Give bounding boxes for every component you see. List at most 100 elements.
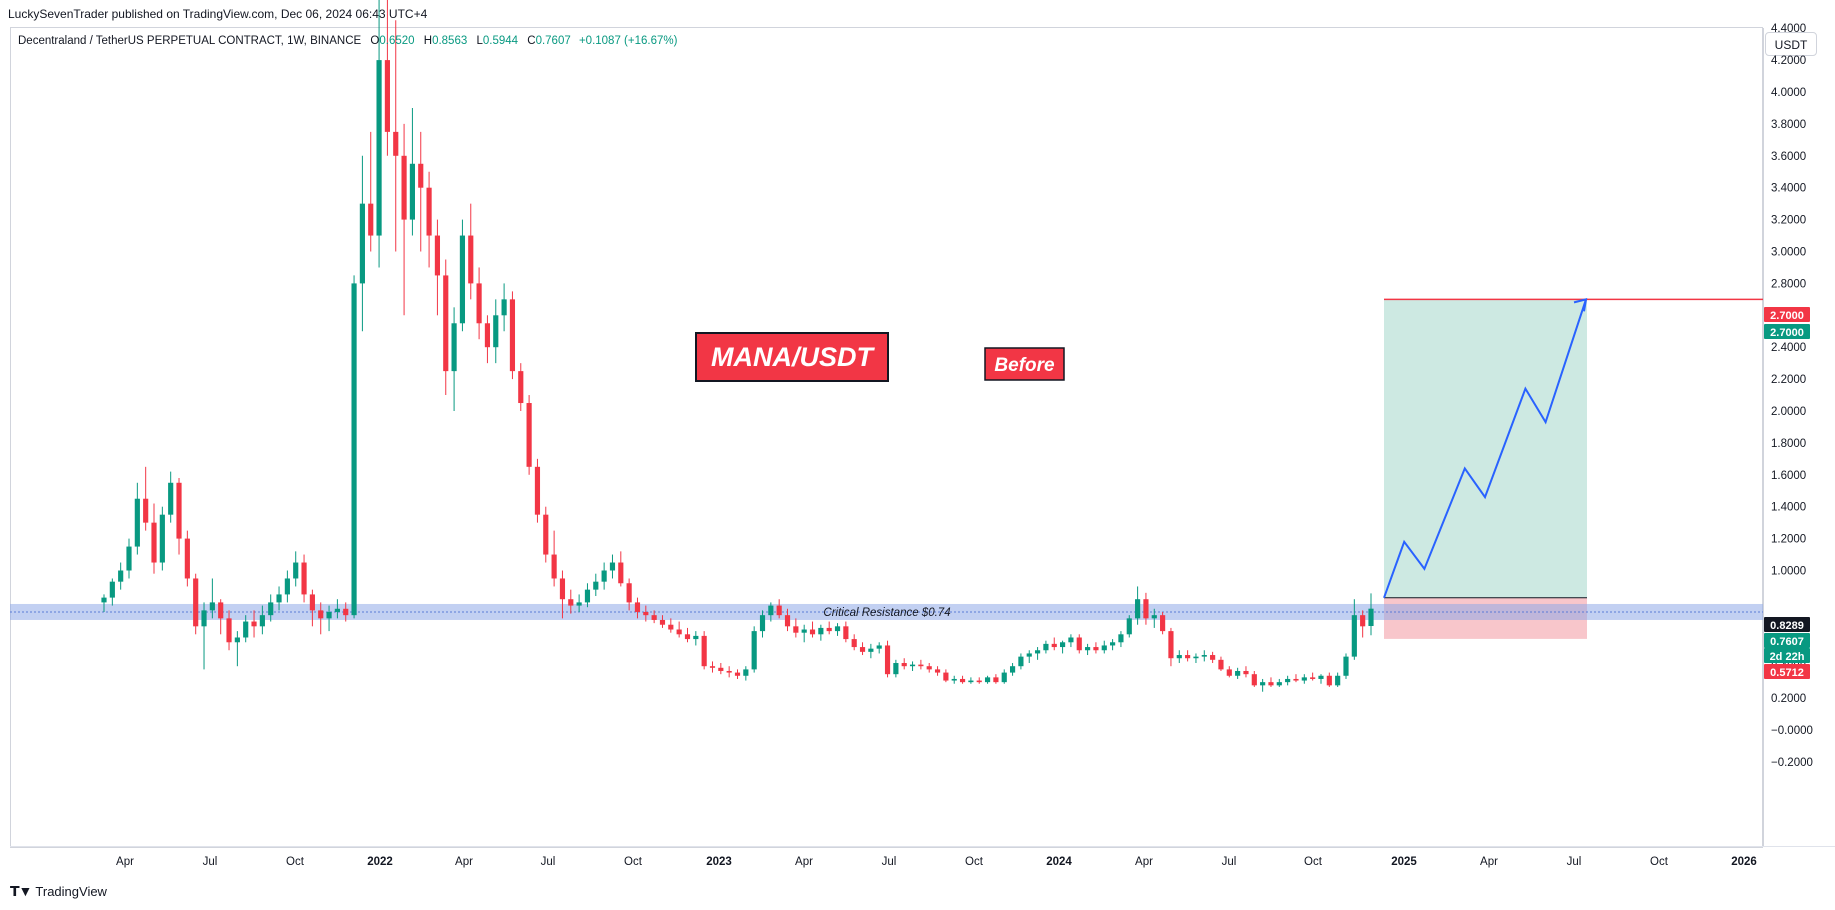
candle-body (1326, 675, 1332, 686)
candle-body (526, 403, 532, 467)
candle-body (409, 163, 415, 220)
tradingview-logo-icon: 𝗧▼ (10, 883, 32, 899)
time-tick-label: 2024 (1046, 856, 1072, 868)
candle-body (634, 602, 641, 612)
time-axis-separator (10, 847, 1763, 848)
candle-body (351, 283, 357, 616)
candle-body (1060, 642, 1066, 648)
candle-body (559, 578, 566, 600)
publish-caption: LuckySevenTrader published on TradingVie… (8, 7, 428, 21)
time-tick-label: 2022 (367, 856, 393, 868)
candle-body (659, 619, 666, 625)
time-tick-label: Apr (1135, 856, 1153, 868)
candle-body (768, 605, 774, 616)
tradingview-brand-text: TradingView (35, 884, 107, 899)
candle-body (968, 680, 974, 683)
price-label-text: 2.7000 (1770, 310, 1804, 322)
legend-open-label: O (370, 35, 380, 47)
legend-close-label: C (527, 35, 536, 47)
price-tick-label: 3.6000 (1771, 151, 1806, 163)
price-tick-label: 1.4000 (1771, 502, 1806, 514)
legend-high-value: 0.8563 (432, 35, 468, 47)
price-tick-label: 2.0000 (1771, 406, 1806, 418)
price-tick-label: 1.0000 (1771, 566, 1806, 578)
candle-body (876, 645, 882, 649)
candle-body (759, 615, 766, 632)
candle-body (376, 60, 382, 236)
price-tick-label: 2.8000 (1771, 278, 1806, 290)
candle-body (1210, 655, 1216, 660)
candle-body (676, 629, 682, 635)
candle-body (843, 626, 849, 640)
candle-body (484, 323, 491, 348)
legend-low-label: L (476, 35, 483, 47)
candle-body (1193, 656, 1199, 659)
candle-body (459, 235, 466, 324)
tag-box-text: Before (994, 355, 1055, 376)
title-box-text: MANA/USDT (711, 342, 875, 372)
candle-body (576, 602, 582, 606)
candle-body (818, 627, 824, 635)
candle-body (434, 235, 441, 276)
candle-body (859, 647, 866, 652)
candle-body (1043, 643, 1049, 651)
candle-body (184, 538, 190, 579)
candle-body (259, 615, 265, 627)
candle-body (1218, 659, 1224, 670)
time-tick-label: Oct (1650, 856, 1669, 868)
price-label-tag (1764, 617, 1810, 632)
price-tick-label: −0.2000 (1771, 757, 1813, 769)
price-label-text: 2d 22h (1770, 651, 1805, 663)
candle-body (1051, 643, 1057, 648)
price-tick-label: 4.0000 (1771, 87, 1806, 99)
price-label-tag (1764, 648, 1810, 663)
candle-body (668, 624, 674, 630)
candle-body (1101, 645, 1107, 651)
candle-body (401, 155, 407, 220)
candle-body (326, 611, 332, 619)
candle-body (651, 615, 657, 620)
time-axis-bottom-line (10, 846, 1835, 847)
time-axis[interactable]: Apr Jul Oct 2022 Apr Jul Oct 2023 Apr Jul Oct 2024 A… (116, 856, 1757, 868)
projection-arrowhead (1573, 298, 1588, 312)
candle-body (534, 466, 541, 515)
candle-body (1268, 682, 1274, 686)
legend-close-value: 0.7607 (535, 35, 571, 47)
candle-body (1343, 656, 1349, 676)
currency-scale-button[interactable]: USDT (1765, 32, 1817, 56)
candle-body (451, 323, 457, 372)
time-tick-label: Apr (795, 856, 813, 868)
candle-body (243, 621, 249, 638)
price-tick-label: 3.8000 (1771, 119, 1806, 131)
legend-low-value: 0.5944 (482, 35, 519, 47)
candle-body (226, 618, 232, 643)
candle-body (1310, 677, 1316, 679)
candle-body (1135, 599, 1141, 619)
candle-body (609, 562, 616, 571)
candle-body (743, 669, 749, 676)
price-label-text: 0.5712 (1770, 667, 1804, 679)
candle-body (301, 562, 307, 595)
candle-body (1176, 655, 1182, 659)
time-tick-label: Apr (455, 856, 473, 868)
candle-body (934, 669, 941, 673)
candle-body (501, 299, 507, 316)
price-tick-label: 3.2000 (1771, 215, 1806, 227)
price-label-text: 0.8289 (1770, 620, 1804, 632)
candle-body (343, 608, 349, 616)
candle-body (143, 498, 149, 523)
tradingview-brand[interactable]: 𝗧▼ TradingView (10, 883, 107, 900)
time-tick-label: Jul (1222, 856, 1237, 868)
time-tick-label: Jul (1567, 856, 1582, 868)
price-axis-separator (1763, 28, 1764, 846)
legend-symbol[interactable]: Decentraland / TetherUS PERPETUAL CONTRA… (18, 35, 362, 47)
candle-body (334, 608, 340, 612)
candle-body (1201, 655, 1207, 657)
candle-body (251, 621, 257, 627)
candle-body (1301, 677, 1307, 681)
candle-body (1026, 653, 1032, 657)
candle-body (976, 680, 982, 683)
candle-body (1368, 608, 1374, 627)
price-tick-label: 2.4000 (1771, 342, 1806, 354)
